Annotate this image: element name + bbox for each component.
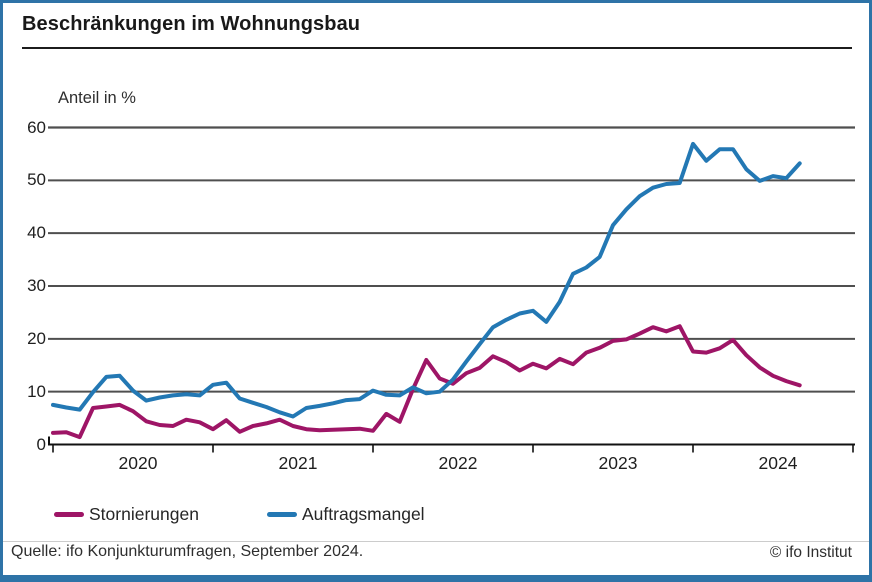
legend-label-auftragsmangel: Auftragsmangel xyxy=(302,504,425,524)
y-tick-30: 30 xyxy=(27,276,46,295)
source-note: Quelle: ifo Konjunkturumfragen, Septembe… xyxy=(11,543,364,560)
x-tick-2020: 2020 xyxy=(118,453,158,473)
x-tick-2021: 2021 xyxy=(278,453,318,473)
y-tick-20: 20 xyxy=(27,328,46,348)
y-tick-50: 50 xyxy=(27,170,46,190)
auftragsmangel-line xyxy=(51,141,802,419)
stornierungen-line-swatch xyxy=(54,511,84,517)
stornierungen-line xyxy=(51,324,802,440)
title-underline xyxy=(22,47,852,49)
y-axis-unit-label: Anteil in % xyxy=(58,89,136,107)
legend-item-auftragsmangel: Auftragsmangel xyxy=(267,504,425,524)
x-tick-2023: 2023 xyxy=(598,453,638,473)
y-tick-60: 60 xyxy=(27,117,46,137)
x-tick-2024: 2024 xyxy=(758,453,798,473)
legend-label-stornierungen: Stornierungen xyxy=(89,504,199,524)
y-tick-10: 10 xyxy=(27,381,46,401)
auftragsmangel-line-swatch xyxy=(267,511,297,517)
y-tick-40: 40 xyxy=(27,223,46,243)
footer-separator xyxy=(3,541,869,542)
legend-item-stornierungen: Stornierungen xyxy=(54,504,199,524)
copyright-note: © ifo Institut xyxy=(769,544,852,561)
line-chart xyxy=(48,126,855,453)
y-tick-0: 0 xyxy=(36,434,46,454)
x-tick-2022: 2022 xyxy=(438,453,478,473)
chart-title: Beschränkungen im Wohnungsbau xyxy=(22,13,361,35)
